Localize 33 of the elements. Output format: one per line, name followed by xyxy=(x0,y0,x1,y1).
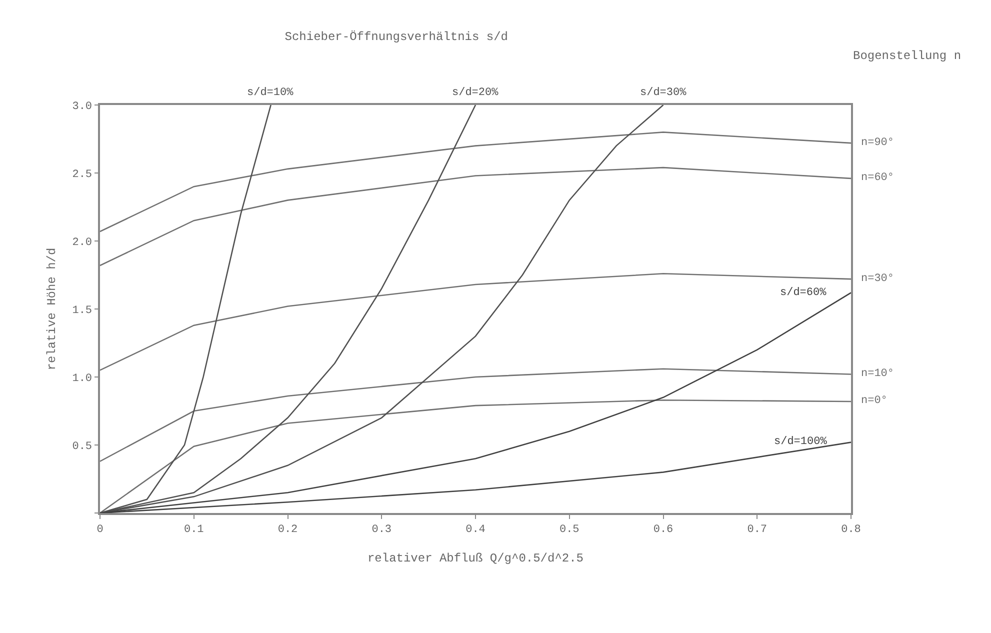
x-axis-title: relativer Abfluß Q/g^0.5/d^2.5 xyxy=(367,551,584,566)
x-tick-label: 0.2 xyxy=(278,524,298,536)
x-tick-label: 0.5 xyxy=(559,524,580,536)
line-series xyxy=(100,368,851,462)
line-series xyxy=(100,132,851,232)
series-label: s/d=30% xyxy=(640,87,687,99)
x-tick-label: 0.4 xyxy=(466,524,486,536)
series-label: s/d=20% xyxy=(452,87,499,99)
y-tick-label: 0.5 xyxy=(72,440,92,453)
line-series xyxy=(100,272,851,371)
chart-title: Schieber-Öffnungsverhältnis s/d xyxy=(284,30,508,44)
series-label: s/d=60% xyxy=(780,287,827,299)
series-label: s/d=10% xyxy=(247,87,294,99)
x-tick-label: 0.1 xyxy=(184,524,204,536)
y-axis-title: relative Höhe h/d xyxy=(45,248,60,370)
y-tick-label: 1.0 xyxy=(72,372,92,385)
series-label: n=10° xyxy=(861,368,894,380)
x-tick-label: 0.8 xyxy=(841,524,861,536)
x-tick-label: 0.7 xyxy=(747,524,768,536)
y-tick-label: 1.5 xyxy=(72,304,92,317)
series-label: n=0° xyxy=(861,395,888,407)
series-label: n=60° xyxy=(861,172,894,184)
series-label: s/d=100% xyxy=(774,436,828,448)
text: Bogenstellung n xyxy=(853,49,962,63)
x-tick-label: 0.3 xyxy=(372,524,392,536)
x-tick-label: 0.6 xyxy=(653,524,674,536)
series-label: n=90° xyxy=(861,137,894,149)
y-tick-label: 2.0 xyxy=(72,236,92,249)
y-tick-label: 2.5 xyxy=(72,168,92,181)
series-label: n=30° xyxy=(861,273,894,285)
y-tick-label: 3.0 xyxy=(72,100,92,113)
x-tick-label: 0 xyxy=(96,524,104,536)
line-series xyxy=(100,166,851,266)
